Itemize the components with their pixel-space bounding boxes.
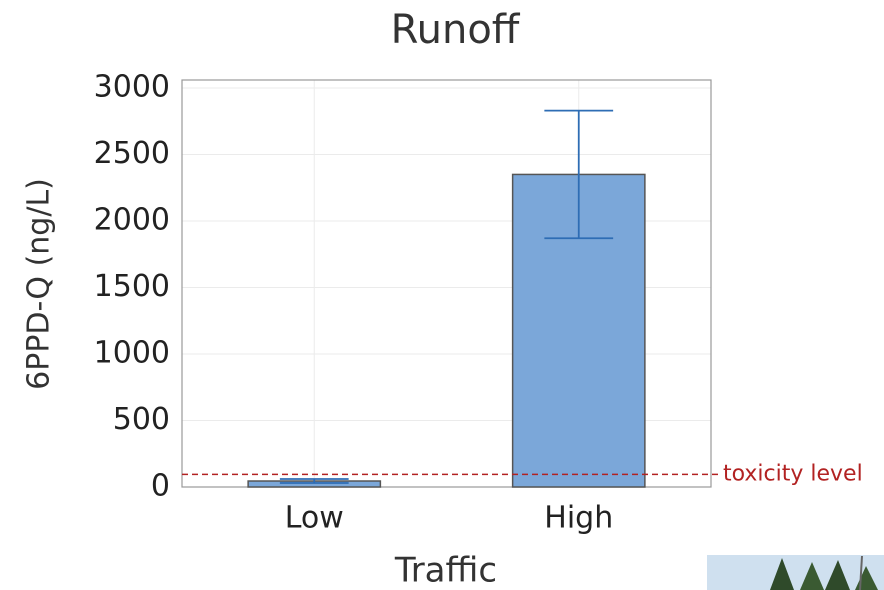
y-tick-label: 3000 (94, 69, 170, 104)
y-tick-label: 0 (151, 469, 170, 504)
x-axis-label: Traffic (394, 551, 497, 590)
photo (707, 555, 884, 590)
y-tick-label: 500 (113, 402, 170, 437)
y-tick-label: 1500 (94, 269, 170, 304)
chart-title: Runoff (391, 7, 521, 53)
x-tick-label: High (544, 501, 613, 536)
reference-label: toxicity level (723, 461, 863, 486)
x-tick-label: Low (285, 501, 344, 536)
y-axis-label: 6PPD-Q (ng/L) (22, 178, 57, 390)
y-tick-label: 1000 (94, 335, 170, 370)
y-tick-label: 2500 (94, 136, 170, 171)
y-tick-label: 2000 (94, 202, 170, 237)
chart: Runoff Traffic 6PPD-Q (ng/L) 0 500 1000 150… (0, 0, 884, 590)
